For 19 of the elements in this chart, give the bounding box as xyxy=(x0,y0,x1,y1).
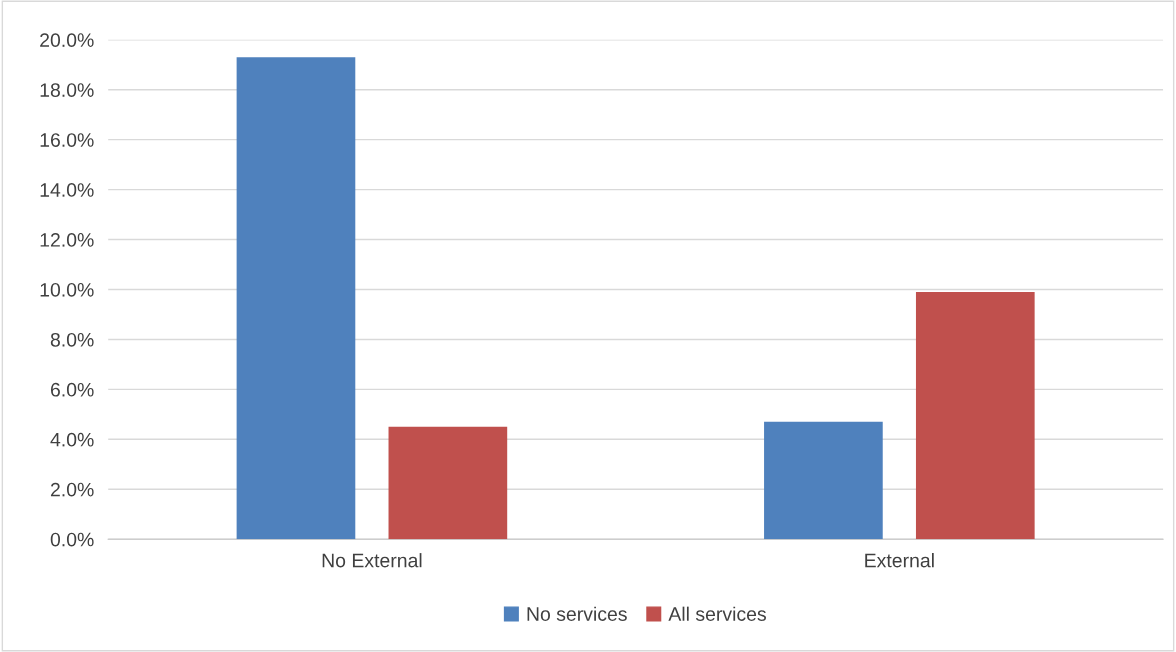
y-tick-label: 10.0% xyxy=(40,282,94,297)
x-tick-label: External xyxy=(865,553,934,568)
y-tick-label: 20.0% xyxy=(40,33,94,48)
y-tick-label: 2.0% xyxy=(50,482,94,497)
bar xyxy=(236,57,356,540)
y-tick-label: 14.0% xyxy=(40,183,94,197)
y-tick-label: 8.0% xyxy=(50,332,94,347)
legend-label: No services xyxy=(527,606,627,621)
y-tick-label: 4.0% xyxy=(50,432,94,447)
y-tick-label: 0.0% xyxy=(50,532,94,547)
y-tick-label: 16.0% xyxy=(40,133,94,147)
legend-label: All services xyxy=(668,606,766,621)
bar xyxy=(915,291,1035,540)
x-tick-label: No External xyxy=(322,553,422,568)
y-tick-label: 18.0% xyxy=(40,83,94,97)
bar xyxy=(388,426,508,540)
bar xyxy=(764,421,883,540)
y-tick-label: 6.0% xyxy=(50,382,94,397)
y-tick-label: 12.0% xyxy=(40,233,94,247)
